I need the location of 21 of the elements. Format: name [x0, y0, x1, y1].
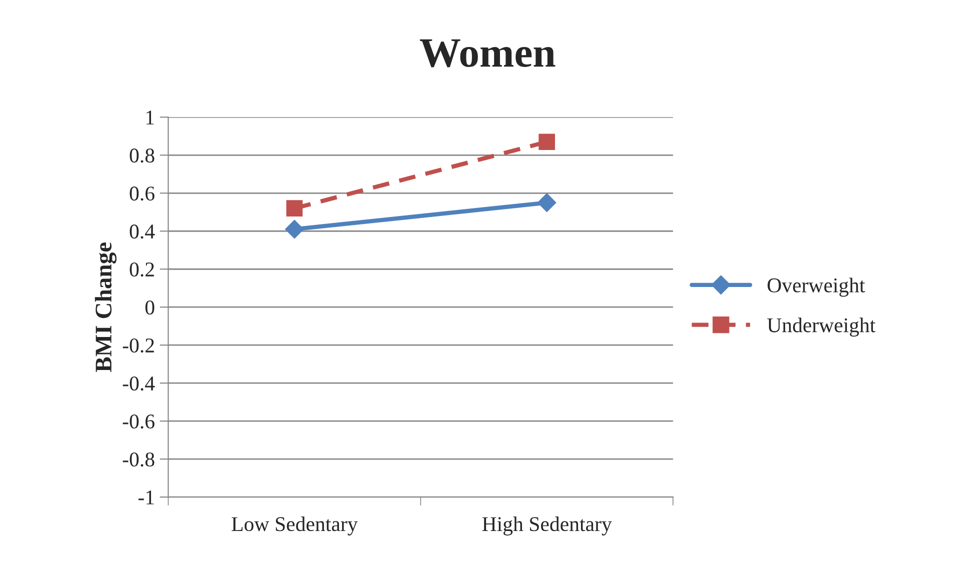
- y-tick-label: -0.4: [122, 376, 155, 391]
- y-tick-label: 1: [146, 110, 154, 124]
- y-tick-label: -1: [138, 490, 154, 504]
- y-axis-title: BMI Change: [94, 242, 117, 372]
- x-tick-label: High Sedentary: [482, 516, 612, 536]
- y-tick-label: 0: [145, 300, 154, 315]
- y-tick-label: 0.6: [130, 186, 154, 201]
- legend-label: Underweight: [767, 318, 876, 337]
- legend-label: Overweight: [768, 278, 865, 297]
- point: [537, 193, 556, 212]
- y-tick-label: -0.6: [122, 414, 154, 429]
- x-tick-label: Low Sedentary: [232, 516, 358, 536]
- point: [286, 200, 303, 216]
- point: [285, 220, 304, 239]
- y-tick-label: 0.4: [130, 224, 155, 239]
- y-tick-label: 0.8: [130, 148, 154, 163]
- y-tick-label: 0.2: [130, 262, 154, 277]
- chart-title: Women: [420, 39, 556, 68]
- point: [538, 134, 555, 150]
- y-tick-label: -0.8: [122, 452, 154, 467]
- y-tick-label: -0.2: [122, 338, 154, 353]
